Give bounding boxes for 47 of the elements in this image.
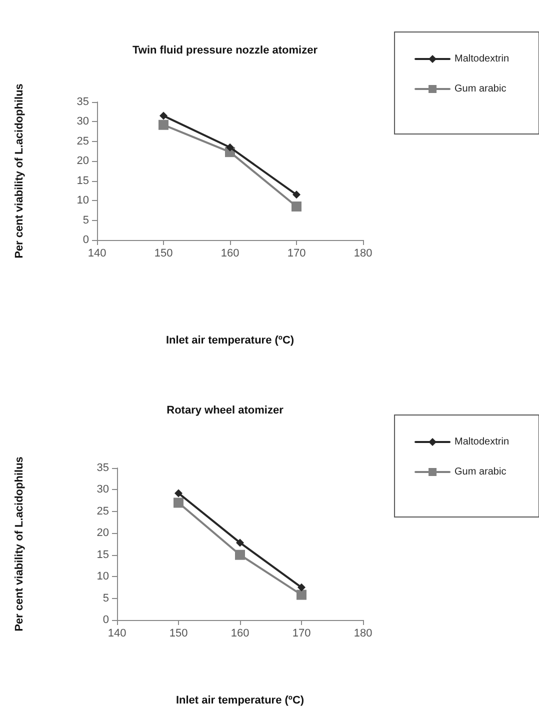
x-tick-label: 160: [230, 628, 250, 640]
x-tick-label: 180: [354, 248, 372, 260]
point: [298, 583, 306, 592]
y-tick-label: 30: [76, 116, 89, 128]
y-tick-label: 10: [76, 194, 89, 207]
y-tick-label: 35: [96, 462, 109, 474]
y-tick-label: 30: [96, 484, 109, 496]
y-tick-label: 5: [102, 592, 109, 604]
chart-title: Twin fluid pressure nozzle atomizer: [132, 44, 318, 56]
x-axis-title: Inlet air temperature (ºC): [166, 334, 294, 346]
x-tick-label: 140: [108, 628, 126, 640]
x-tick-label: 150: [169, 628, 188, 640]
y-tick-label: 0: [82, 234, 89, 246]
y-tick-label: 35: [76, 96, 89, 108]
x-tick-label: 140: [88, 248, 106, 260]
y-axis-title: Per cent viability of L.acidophilus: [14, 456, 26, 632]
legend-label: Maltodextrin: [454, 54, 509, 64]
y-axis-title: Per cent viability of L.acidophilus: [14, 84, 26, 258]
legend-label: Gum arabic: [454, 466, 506, 478]
point: [236, 538, 244, 547]
point: [235, 550, 245, 560]
point: [296, 590, 306, 600]
point: [158, 120, 168, 130]
point: [292, 201, 302, 212]
point: [174, 489, 182, 498]
y-tick-label: 20: [76, 155, 89, 168]
y-tick-label: 5: [82, 214, 89, 226]
x-tick-label: 170: [287, 248, 306, 260]
x-tick-label: 160: [220, 248, 240, 260]
x-axis-title: Inlet air temperature (ºC): [176, 694, 304, 706]
y-tick-label: 10: [96, 570, 109, 583]
y-tick-label: 25: [76, 135, 89, 148]
point: [160, 112, 168, 120]
y-tick-label: 20: [96, 527, 109, 540]
y-tick-label: 0: [102, 614, 109, 626]
point: [292, 190, 300, 199]
x-tick-label: 180: [354, 628, 372, 640]
chart-title: Rotary wheel atomizer: [166, 404, 284, 416]
x-tick-label: 150: [154, 248, 173, 260]
y-tick-label: 15: [96, 548, 109, 561]
y-tick-label: 25: [96, 505, 109, 518]
x-tick-label: 170: [292, 628, 311, 640]
point: [226, 143, 234, 152]
y-tick-label: 15: [76, 174, 89, 187]
legend-label: Maltodextrin: [454, 436, 509, 448]
point: [174, 498, 184, 508]
legend-label: Gum arabic: [454, 84, 506, 94]
